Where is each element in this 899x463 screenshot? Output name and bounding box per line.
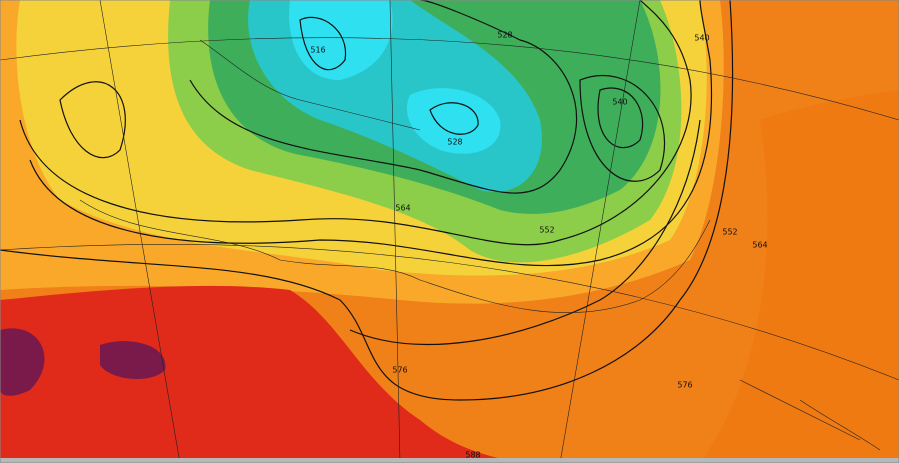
coastline	[739, 379, 881, 451]
contour	[299, 16, 347, 71]
contour-label: 576	[677, 381, 692, 390]
red-zone	[0, 285, 520, 463]
contour-label: 528	[497, 31, 512, 40]
contour	[597, 87, 644, 149]
contour	[429, 102, 479, 135]
contours	[0, 0, 734, 401]
contour	[0, 0, 734, 401]
coastline	[79, 199, 711, 313]
scrollbar[interactable]	[0, 458, 899, 463]
cyan-low-2	[406, 88, 501, 154]
contour	[59, 81, 126, 159]
contour-label: 552	[722, 228, 737, 237]
contour	[349, 119, 701, 345]
contour-label: 552	[539, 226, 554, 235]
contour-label: 540	[694, 34, 709, 43]
contour-label: 588	[465, 451, 480, 460]
purple-blob-2	[100, 341, 166, 380]
contour-label: 528	[447, 138, 462, 147]
contour-label: 540	[612, 98, 627, 107]
contour-label: 564	[395, 204, 410, 213]
contour-label: 564	[752, 241, 767, 250]
contour-labels: 516 528 540 552 564 576 576 564 552 540 …	[310, 31, 767, 460]
contour-label: 516	[310, 46, 325, 55]
purple-blob-1	[0, 328, 45, 396]
contour	[19, 0, 692, 246]
coastline	[199, 39, 421, 131]
cyan-low-1	[289, 0, 393, 80]
contour-label: 576	[392, 366, 407, 375]
contour	[189, 0, 578, 194]
contour	[579, 74, 666, 182]
east-orange	[700, 90, 899, 463]
